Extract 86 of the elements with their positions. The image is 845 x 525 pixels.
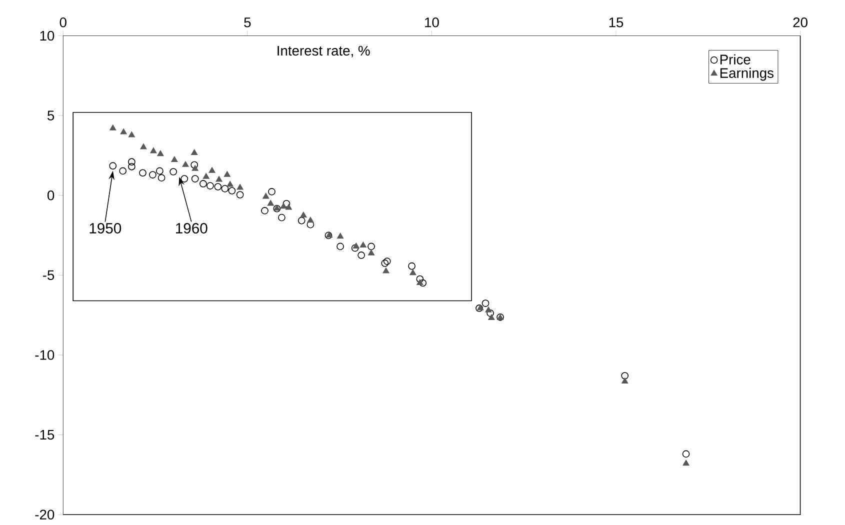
point [352,242,360,249]
point [214,183,222,191]
point [486,310,494,318]
point [351,244,359,252]
point [158,174,166,182]
y-tick-label: 10 [40,31,54,41]
point [236,184,244,190]
point [410,270,416,276]
point [157,150,164,156]
point [206,182,214,190]
point [228,187,236,195]
point [382,268,390,274]
point [622,378,628,384]
point [360,242,366,248]
point [128,158,136,166]
y-tick-label: -5 [42,270,54,280]
point [282,200,290,208]
point [149,171,156,179]
point [182,161,189,168]
y-tick-label: -20 [35,510,54,520]
point [191,175,199,183]
point [190,161,198,169]
point [208,167,216,174]
point [267,200,274,206]
x-tick-label: 20 [793,18,808,28]
point [262,193,270,199]
point [482,300,490,308]
y-tick-label: 5 [48,110,54,121]
point [336,242,344,250]
x-tick-label: 10 [425,18,439,28]
point [383,258,391,266]
point [488,314,495,320]
point [224,171,230,178]
point [682,460,690,466]
point [191,149,198,156]
point [128,132,135,138]
point [416,276,424,283]
x-tick-label: 5 [244,18,251,28]
point [408,262,416,270]
y-tick-label: -15 [35,430,54,440]
x-tick-label: 15 [609,18,624,28]
point [140,144,147,150]
point [337,233,344,239]
point [419,280,427,287]
point [485,306,492,313]
point [110,124,116,131]
point [416,280,424,286]
point [170,168,178,176]
point [300,212,307,218]
x-tick-label: 0 [60,18,66,28]
point [128,163,136,171]
y-tick-label: 0 [48,190,54,201]
point [150,148,157,154]
annotation: 1960 [176,223,208,234]
point [139,169,146,177]
point [120,128,127,134]
point [682,450,690,458]
point [236,191,244,199]
point [358,252,365,260]
annotation: 1950 [90,223,122,234]
point [268,188,276,196]
point [180,175,188,183]
point [221,185,229,193]
point [261,207,268,215]
point [109,162,117,170]
point [280,203,287,209]
point [200,180,207,188]
point [171,156,178,162]
point [368,250,375,256]
point [119,167,127,175]
point [307,217,314,223]
point [226,181,234,187]
legend-label: Earnings [720,68,774,81]
point [381,260,389,268]
point [285,204,292,210]
point [202,173,210,180]
y-tick-label: -10 [35,350,54,360]
legend-label: Price [720,54,750,65]
point [216,176,222,182]
point [156,167,164,175]
point [621,372,629,380]
point [298,217,306,224]
point [192,165,198,172]
point [368,242,375,250]
x-axis-title: Interest rate, % [278,46,370,58]
point [278,214,286,222]
